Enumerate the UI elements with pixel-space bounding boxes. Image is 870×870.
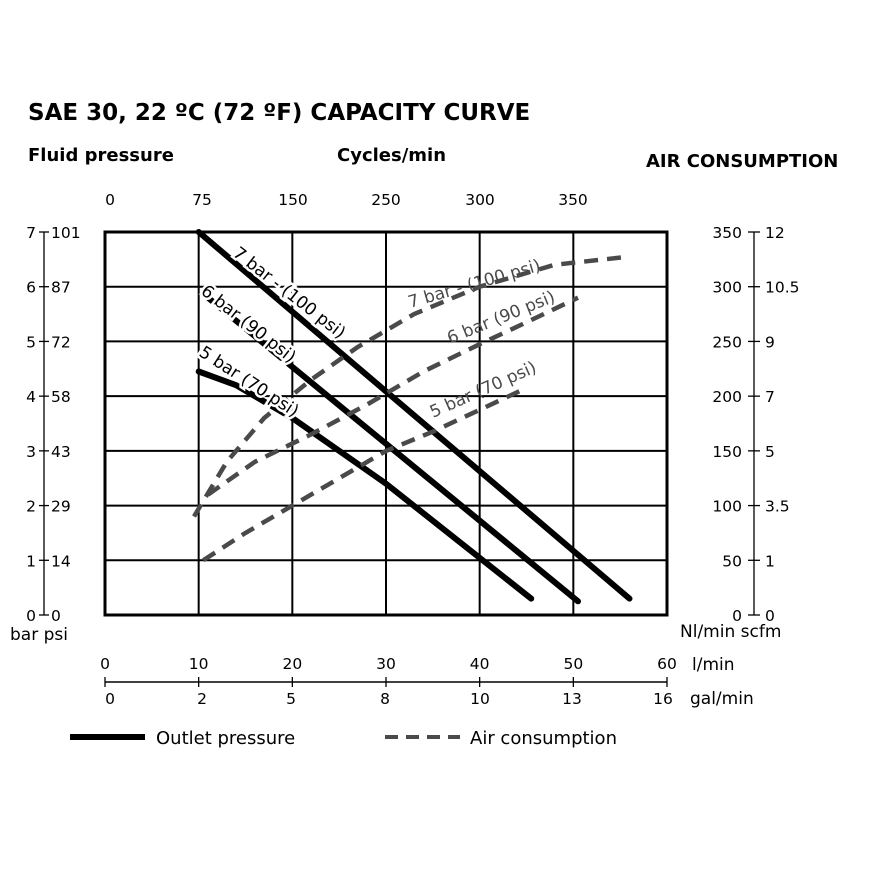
scfm-tick-label: 0 bbox=[765, 607, 775, 625]
nl-tick-label: 250 bbox=[712, 333, 742, 351]
cycles-tick-label: 350 bbox=[558, 191, 588, 209]
galmin-tick-label: 16 bbox=[653, 690, 673, 708]
cycles-tick-label: 75 bbox=[192, 191, 212, 209]
lmin-tick-label: 60 bbox=[657, 655, 677, 673]
lmin-tick-label: 0 bbox=[100, 655, 110, 673]
bar-tick-label: 7 bbox=[26, 224, 36, 242]
psi-tick-label: 72 bbox=[51, 333, 71, 351]
nl-tick-label: 0 bbox=[732, 607, 742, 625]
bar-tick-label: 5 bbox=[26, 333, 36, 351]
galmin-tick-label: 10 bbox=[470, 690, 490, 708]
galmin-tick-label: 8 bbox=[380, 690, 390, 708]
cycles-tick-label: 150 bbox=[278, 191, 308, 209]
lmin-tick-label: 10 bbox=[189, 655, 209, 673]
psi-tick-label: 101 bbox=[51, 224, 81, 242]
outlet-pressure-line bbox=[195, 368, 535, 602]
bar-tick-label: 6 bbox=[26, 279, 36, 297]
cycles-tick-label: 250 bbox=[371, 191, 401, 209]
lmin-tick-label: 50 bbox=[563, 655, 583, 673]
right-unit-label: Nl/min scfm bbox=[680, 622, 781, 642]
scfm-tick-label: 9 bbox=[765, 333, 775, 351]
scfm-tick-label: 3.5 bbox=[765, 498, 790, 516]
cycles-header: Cycles/min bbox=[337, 145, 446, 166]
nl-tick-label: 50 bbox=[722, 552, 742, 570]
bar-tick-label: 3 bbox=[26, 443, 36, 461]
legend-outlet-label: Outlet pressure bbox=[156, 728, 295, 749]
air-consumption-line bbox=[206, 295, 579, 497]
chart-title: SAE 30, 22 ºC (72 ºF) CAPACITY CURVE bbox=[28, 100, 530, 126]
psi-tick-label: 14 bbox=[51, 552, 71, 570]
cycles-tick-label: 0 bbox=[105, 191, 115, 209]
nl-tick-label: 200 bbox=[712, 388, 742, 406]
scfm-tick-label: 7 bbox=[765, 388, 775, 406]
fluid-pressure-header: Fluid pressure bbox=[28, 145, 174, 166]
galmin-unit: gal/min bbox=[690, 689, 754, 709]
bar-tick-label: 0 bbox=[26, 607, 36, 625]
legend-air-label: Air consumption bbox=[470, 728, 617, 749]
galmin-tick-label: 0 bbox=[105, 690, 115, 708]
psi-tick-label: 0 bbox=[51, 607, 61, 625]
air-curve-label: 5 bar (70 psi) bbox=[427, 358, 540, 423]
galmin-tick-label: 13 bbox=[562, 690, 582, 708]
lmin-tick-label: 20 bbox=[282, 655, 302, 673]
left-unit-label: bar psi bbox=[10, 625, 68, 645]
cycles-tick-label: 300 bbox=[465, 191, 495, 209]
air-consumption-line bbox=[192, 254, 630, 518]
bar-tick-label: 1 bbox=[26, 552, 36, 570]
lmin-tick-label: 30 bbox=[376, 655, 396, 673]
nl-tick-label: 100 bbox=[712, 498, 742, 516]
plot-border bbox=[103, 230, 669, 617]
air-consumption-line bbox=[202, 385, 528, 563]
scfm-tick-label: 5 bbox=[765, 443, 775, 461]
psi-tick-label: 43 bbox=[51, 443, 71, 461]
lmin-unit: l/min bbox=[692, 655, 735, 675]
nl-tick-label: 300 bbox=[712, 279, 742, 297]
scfm-tick-label: 10.5 bbox=[765, 279, 800, 297]
bar-tick-label: 2 bbox=[26, 498, 36, 516]
lmin-tick-label: 40 bbox=[470, 655, 490, 673]
air-consumption-header: AIR CONSUMPTION bbox=[646, 151, 838, 172]
nl-tick-label: 350 bbox=[712, 224, 742, 242]
psi-tick-label: 29 bbox=[51, 498, 71, 516]
bar-tick-label: 4 bbox=[26, 388, 36, 406]
scfm-tick-label: 1 bbox=[765, 552, 775, 570]
outlet-pressure-line bbox=[195, 229, 633, 602]
scfm-tick-label: 12 bbox=[765, 224, 785, 242]
nl-tick-label: 150 bbox=[712, 443, 742, 461]
psi-tick-label: 87 bbox=[51, 279, 71, 297]
psi-tick-label: 58 bbox=[51, 388, 71, 406]
galmin-tick-label: 2 bbox=[197, 690, 207, 708]
galmin-tick-label: 5 bbox=[286, 690, 296, 708]
